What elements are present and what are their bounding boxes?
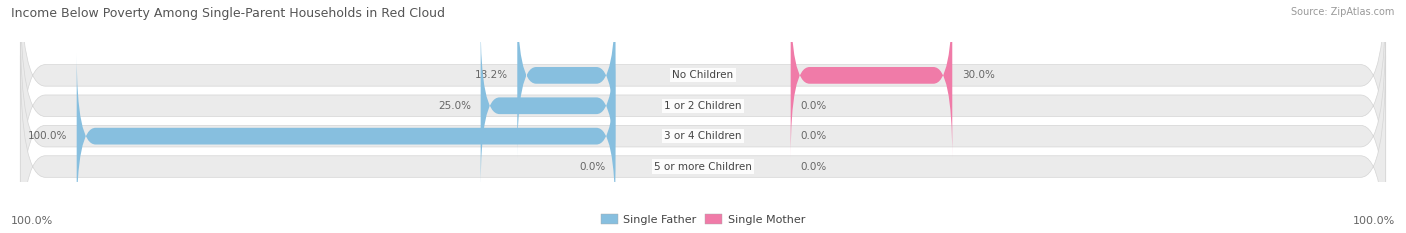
Text: Source: ZipAtlas.com: Source: ZipAtlas.com (1291, 7, 1395, 17)
Text: 25.0%: 25.0% (439, 101, 471, 111)
Text: 100.0%: 100.0% (11, 216, 53, 226)
FancyBboxPatch shape (20, 0, 1386, 216)
FancyBboxPatch shape (77, 53, 616, 219)
Text: Income Below Poverty Among Single-Parent Households in Red Cloud: Income Below Poverty Among Single-Parent… (11, 7, 446, 20)
Text: 100.0%: 100.0% (28, 131, 67, 141)
Text: 5 or more Children: 5 or more Children (654, 161, 752, 171)
FancyBboxPatch shape (20, 56, 1386, 233)
FancyBboxPatch shape (790, 0, 952, 158)
Text: No Children: No Children (672, 70, 734, 80)
FancyBboxPatch shape (20, 0, 1386, 186)
Text: 0.0%: 0.0% (800, 161, 827, 171)
FancyBboxPatch shape (20, 25, 1386, 233)
Text: 18.2%: 18.2% (475, 70, 508, 80)
Text: 100.0%: 100.0% (1353, 216, 1395, 226)
Text: 3 or 4 Children: 3 or 4 Children (664, 131, 742, 141)
Text: 1 or 2 Children: 1 or 2 Children (664, 101, 742, 111)
Text: 30.0%: 30.0% (962, 70, 994, 80)
Text: 0.0%: 0.0% (579, 161, 606, 171)
Text: 0.0%: 0.0% (800, 101, 827, 111)
Text: 0.0%: 0.0% (800, 131, 827, 141)
FancyBboxPatch shape (481, 23, 616, 188)
Legend: Single Father, Single Mother: Single Father, Single Mother (596, 210, 810, 229)
FancyBboxPatch shape (517, 0, 616, 158)
